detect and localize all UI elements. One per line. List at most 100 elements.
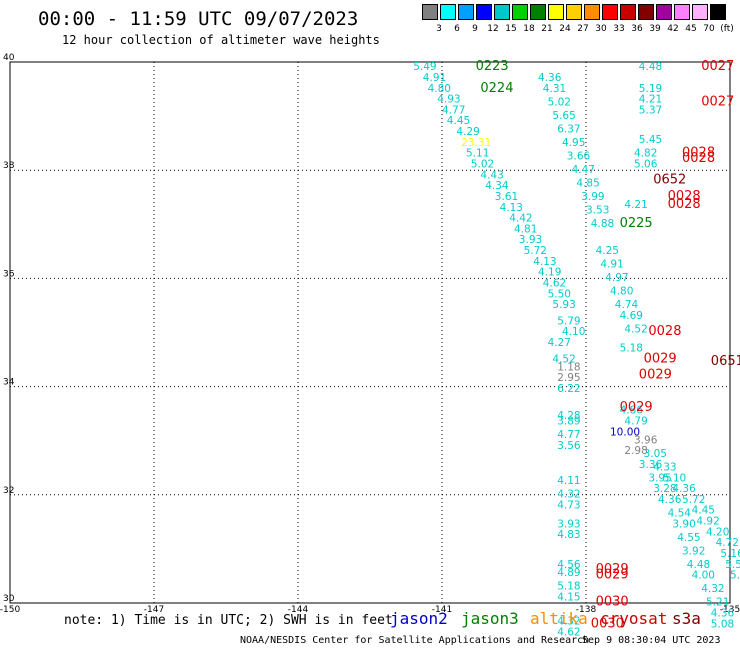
time-label: 0028 [648,324,681,339]
swh-label: 4.86 [620,405,644,417]
time-label: 0030 [591,616,624,631]
swh-label: 3.93 [519,234,542,246]
scale-label: 33 [613,24,625,34]
swh-label: 10.00 [610,426,640,438]
footer-timestamp: Sep 9 08:30:04 UTC 2023 [582,635,721,646]
lon-tick-label: -138 [576,605,597,615]
scale-swatch [422,4,438,20]
swh-label: 4.48 [687,559,710,571]
scale-label: 42 [667,24,679,34]
scale-label: 6 [454,24,460,34]
lat-tick-label: 36 [3,269,15,279]
scale-label: 39 [649,24,661,34]
swh-label: 4.43 [480,169,503,181]
scale-label: 36 [631,24,643,34]
swh-label: 4.77 [557,429,580,441]
scale-swatch [530,4,546,20]
scale-swatch [656,4,672,20]
swh-label: 2.95 [557,372,580,384]
swh-label: 3.53 [586,204,609,216]
swh-label: 5.52 [725,559,740,571]
lon-tick-label: -135 [720,605,740,615]
scale-label: 45 [685,24,697,34]
swh-label: 4.80 [428,83,451,95]
swh-label: 5.72 [682,494,705,506]
time-label: 0028 [668,197,701,212]
scale-label: 3 [436,24,442,34]
swh-label: 5.07 [730,570,740,582]
scale-label: 12 [487,24,499,34]
swh-label: 5.79 [557,315,580,327]
scale-swatch [602,4,618,20]
swh-label: 5.11 [466,148,489,160]
swh-label: 4.36 [538,72,562,84]
swh-label: 5.18 [620,342,643,354]
swh-label: 3.92 [682,545,705,557]
scale-swatch [494,4,510,20]
swh-label: 5.45 [639,134,662,146]
swh-label: 4.83 [557,529,580,541]
scale-swatch [476,4,492,20]
swh-label: 3.95 [648,472,671,484]
swh-label: 4.80 [610,286,633,298]
time-label: 0028 [682,151,715,166]
swh-label: 4.62 [543,278,566,290]
swh-label: 4.25 [596,245,619,257]
scale-label: 15 [505,24,517,34]
time-label: 0029 [644,351,677,366]
swh-label: 6.22 [557,383,580,395]
swh-label: 5.02 [548,96,571,108]
swh-label: 3.28 [653,483,676,495]
scale-swatch [692,4,708,20]
swh-label: 4.52 [552,353,575,365]
scale-swatch [674,4,690,20]
swh-label: 4.52 [624,324,647,336]
swh-label: 3.05 [644,448,667,460]
swh-label: 4.92 [696,516,719,528]
scale-label: (ft) [720,24,734,34]
page-title: 00:00 - 11:59 UTC 09/07/2023 [38,8,359,30]
swh-label: 4.15 [557,591,580,603]
lat-tick-label: 34 [3,378,15,388]
scale-swatch [584,4,600,20]
scale-swatch [710,4,726,20]
swh-label: 5.21 [706,597,729,609]
legend-item-jason2: jason2 [390,609,448,628]
lon-tick-label: -150 [0,605,20,615]
swh-label: 4.20 [706,526,729,538]
swh-label: 4.93 [437,94,460,106]
time-label: 0027 [701,59,734,74]
scale-label: 27 [577,24,589,34]
scale-label: 9 [472,24,478,34]
swh-label: 5.72 [524,245,547,257]
swh-label: 4.89 [557,567,580,579]
swh-label: 3.93 [557,518,580,530]
swh-label: 5.08 [711,618,734,630]
legend-item-altika: altika [530,609,588,628]
swh-label: 4.00 [692,570,715,582]
scale-label: 30 [595,24,607,34]
swh-label: 3.56 [557,440,581,452]
swh-label: 3.99 [581,191,604,203]
swh-label: 4.72 [716,537,739,549]
swh-label: 4.10 [562,326,585,338]
scale-label: 18 [523,24,535,34]
scale-swatch [638,4,654,20]
swh-label: 4.11 [557,475,580,487]
legend-item-jason3: jason3 [461,609,519,628]
swh-label: 3.96 [634,434,658,446]
lon-tick-label: -147 [144,605,164,615]
scale-swatch [440,4,456,20]
swh-label: 4.45 [692,505,715,517]
swh-label: 4.69 [620,310,643,322]
swh-label: 3.89 [557,415,580,427]
swh-label: 5.10 [663,472,686,484]
swh-label: 23.31 [461,137,491,149]
swh-label: 4.48 [639,61,662,73]
swh-label: 2.98 [624,445,647,457]
lat-tick-label: 40 [3,53,15,63]
swh-label: 4.36 [711,608,735,620]
swh-label: 4.29 [456,126,479,138]
time-label: 0030 [596,595,629,610]
